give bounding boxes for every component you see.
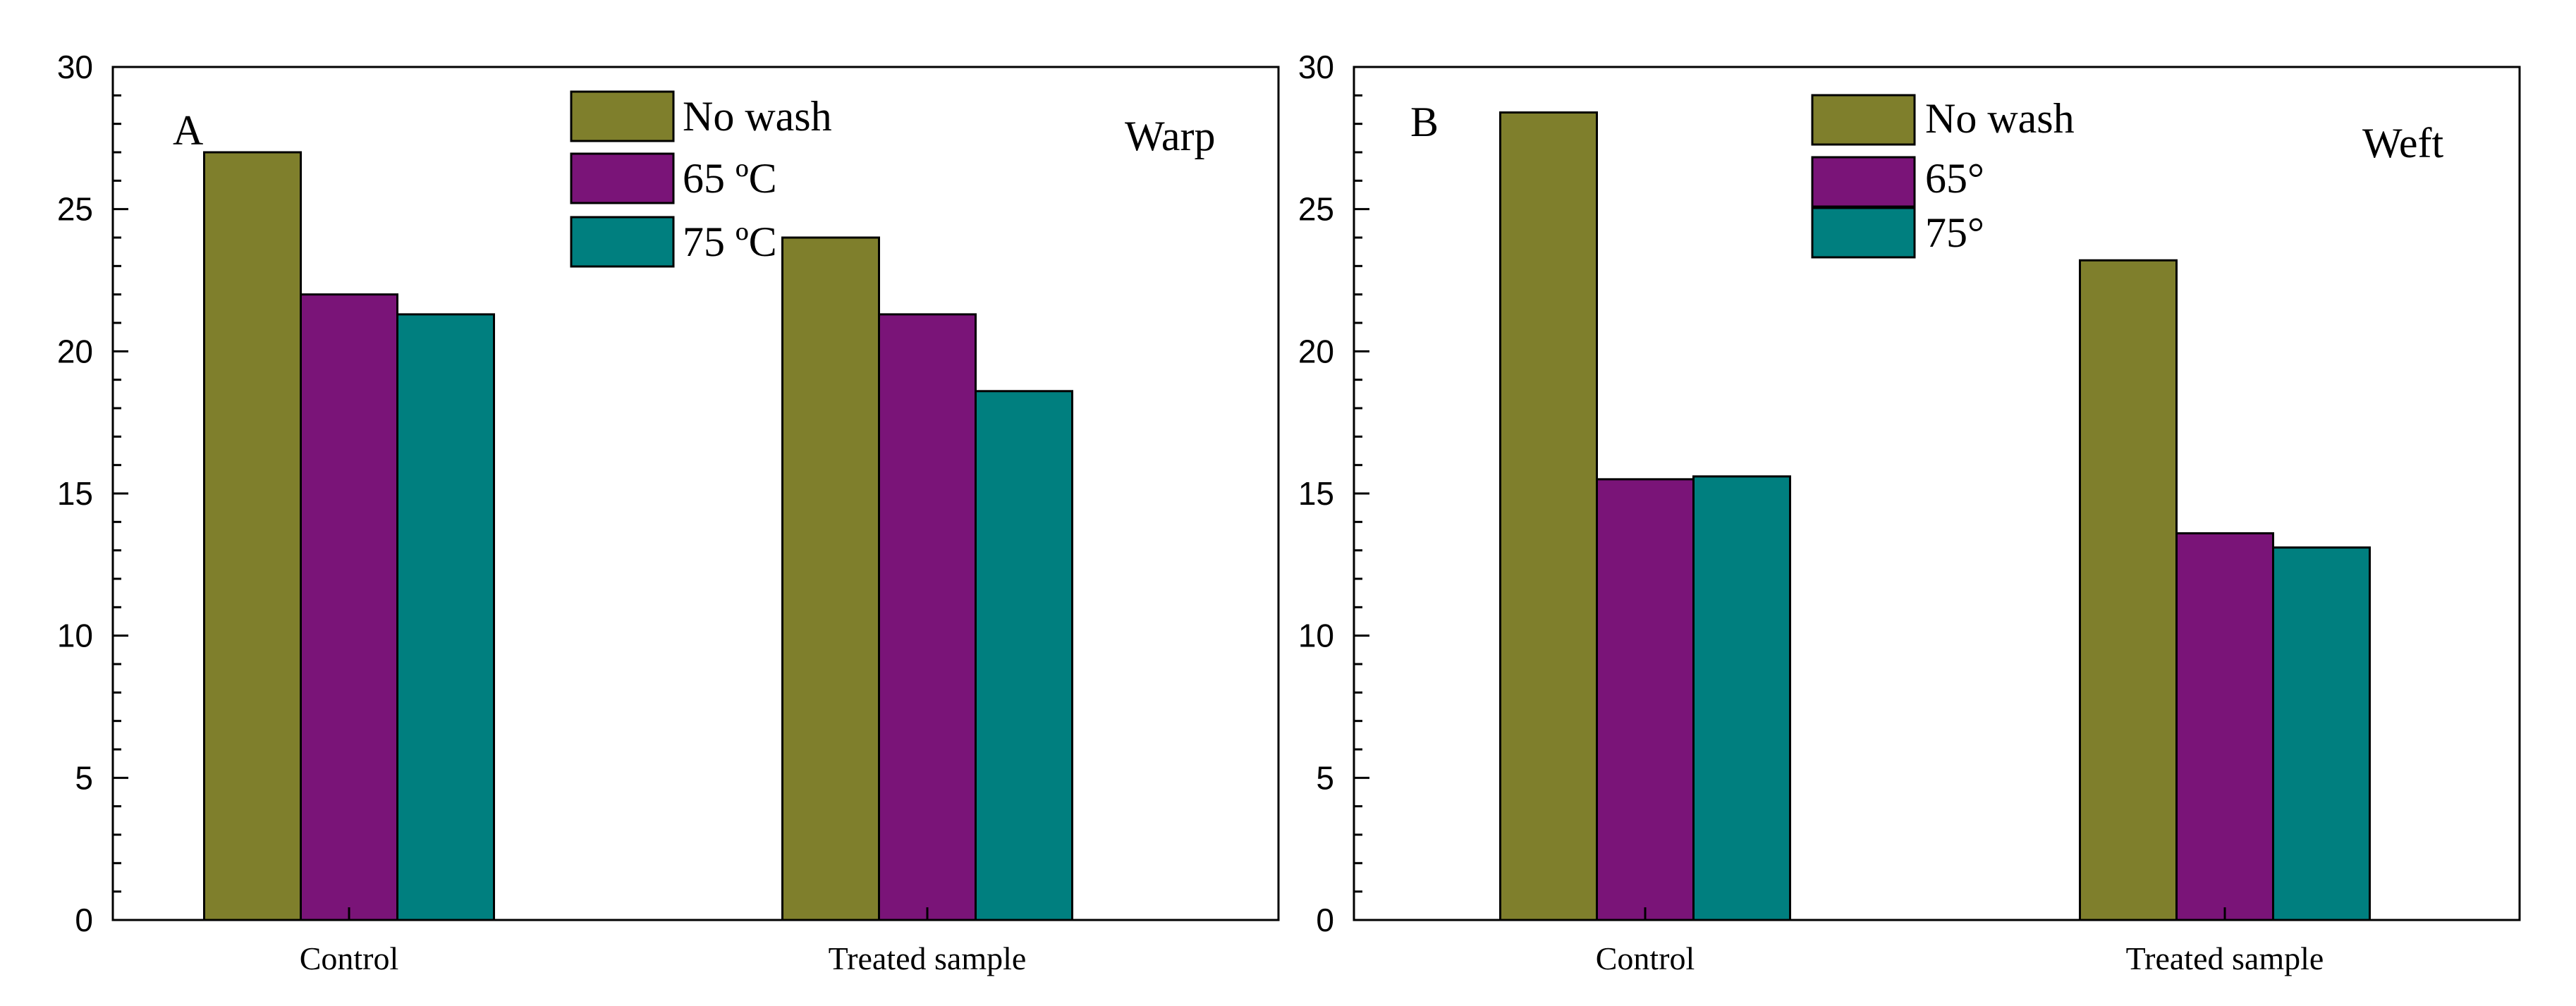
panel-a: 0 5 10 15 20 25 30 Control Treated sample A Wa… <box>57 49 1280 976</box>
panel-a-legend-swatch-65c <box>570 152 675 204</box>
panel-b-x-axis: Control Treated sample <box>1596 907 2324 976</box>
panel-a-legend-label-no-wash: No wash <box>683 93 832 140</box>
panel-b-bar-control-no-wash <box>1499 111 1598 921</box>
panel-a-ytick-label-0: 0 <box>75 902 93 938</box>
panel-a-legend-label-65c: 65 ºC <box>683 155 777 202</box>
panel-b-xtick-label-treated-sample: Treated sample <box>2126 940 2324 976</box>
panel-b-legend-swatch-65 <box>1811 156 1916 208</box>
panel-a-bars <box>203 151 1073 921</box>
panel-a-ytick-label-15: 15 <box>57 475 93 512</box>
panel-a-bar-control-65-c <box>300 293 398 921</box>
panel-a-legend-swatch-no-wash <box>570 90 675 142</box>
panel-a-bar-treated-sample-no-wash <box>781 236 880 921</box>
panel-b-ytick-label-15: 15 <box>1298 475 1334 512</box>
panel-b-legend-swatch-no-wash <box>1811 94 1916 146</box>
panel-a-letter: A <box>173 107 203 154</box>
panel-b: 0 5 10 15 20 25 30 Control Treated sample B We… <box>1298 49 2521 976</box>
panel-b-legend: No wash 65° 75° <box>1811 94 2075 259</box>
panel-a-ytick-label-25: 25 <box>57 191 93 228</box>
panel-a-xtick-label-control: Control <box>300 940 399 976</box>
panel-a-xtick-label-treated-sample: Treated sample <box>829 940 1027 976</box>
panel-b-ytick-label-5: 5 <box>1316 759 1334 796</box>
panel-b-title: Weft <box>2362 120 2443 166</box>
panel-a-ytick-label-10: 10 <box>57 618 93 654</box>
panel-b-letter: B <box>1410 99 1439 145</box>
panel-b-bar-treated-sample-no-wash <box>2079 259 2178 921</box>
panel-a-legend-label-75c: 75 ºC <box>683 219 777 265</box>
panel-b-legend-label-65: 65° <box>1925 155 1984 202</box>
panel-a-legend-swatch-75c <box>570 216 675 268</box>
panel-b-ytick-label-0: 0 <box>1316 902 1334 938</box>
panel-b-ytick-label-25: 25 <box>1298 191 1334 228</box>
panel-a-ytick-label-20: 20 <box>57 333 93 369</box>
panel-a-title: Warp <box>1125 113 1215 159</box>
panel-a-y-axis: 0 5 10 15 20 25 30 <box>57 49 128 938</box>
panel-b-ytick-label-10: 10 <box>1298 618 1334 654</box>
panel-b-bars <box>1499 111 2371 921</box>
panel-b-bar-control-75 <box>1692 475 1791 921</box>
panel-a-bar-control-75-c <box>396 313 495 921</box>
panel-b-legend-label-no-wash: No wash <box>1925 95 2075 142</box>
panel-a-bar-control-no-wash <box>203 151 302 921</box>
panel-b-xtick-label-control: Control <box>1596 940 1695 976</box>
panel-a-x-axis: Control Treated sample <box>300 907 1027 976</box>
panel-a-ytick-label-30: 30 <box>57 49 93 85</box>
panel-a-bar-treated-sample-65-c <box>878 313 977 921</box>
panel-b-legend-swatch-75 <box>1811 207 1916 259</box>
panel-b-bar-control-65 <box>1596 478 1695 921</box>
panel-b-ytick-label-30: 30 <box>1298 49 1334 85</box>
panel-a-bar-treated-sample-75-c <box>975 390 1073 921</box>
panel-b-y-axis: 0 5 10 15 20 25 30 <box>1298 49 1369 938</box>
panel-a-ytick-label-5: 5 <box>75 759 93 796</box>
panel-a-legend: No wash 65 ºC 75 ºC <box>570 90 832 268</box>
panel-b-bar-treated-sample-65 <box>2175 532 2274 921</box>
panel-b-ytick-label-20: 20 <box>1298 333 1334 369</box>
panel-b-legend-label-75: 75° <box>1925 209 1984 256</box>
panel-b-bar-treated-sample-75 <box>2272 546 2371 921</box>
